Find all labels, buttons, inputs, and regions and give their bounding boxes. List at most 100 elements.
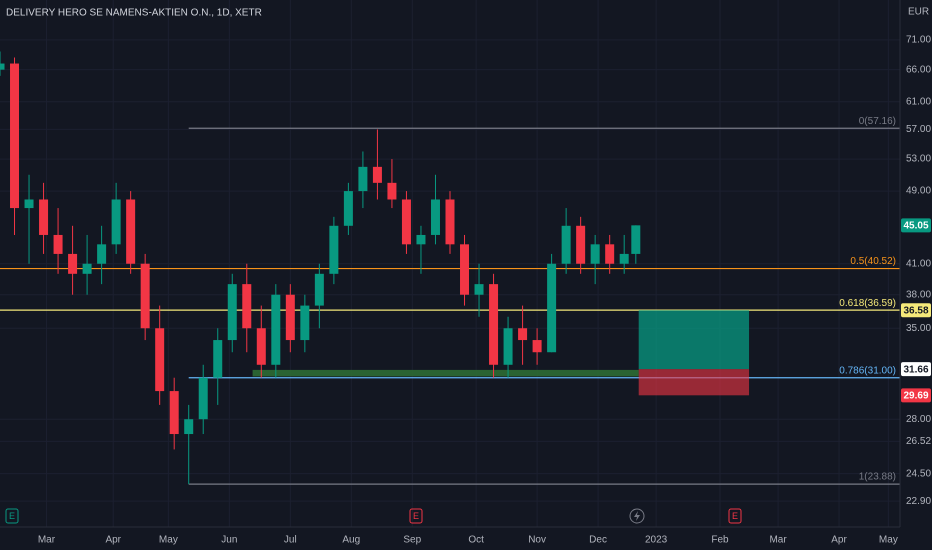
price-badge-label: 45.05 — [903, 220, 928, 231]
x-tick-label: Sep — [403, 535, 421, 546]
event-label: E — [732, 511, 738, 521]
candle-body — [285, 294, 295, 341]
fib-label: 0.786(31.00) — [839, 365, 896, 376]
stop-area — [638, 369, 750, 396]
x-tick-label: Feb — [711, 535, 729, 546]
candle-body — [184, 419, 194, 435]
candle-body — [140, 263, 150, 329]
candle-body — [547, 263, 557, 353]
fib-label: 1(23.88) — [859, 472, 896, 483]
candle-body — [489, 284, 499, 365]
candle-body — [111, 199, 121, 245]
candle-body — [387, 182, 397, 200]
candle-body — [631, 225, 641, 254]
target-area — [638, 310, 750, 370]
candle-body — [474, 284, 484, 295]
candle-body — [460, 244, 470, 295]
candle-body — [518, 328, 528, 341]
candle-body — [0, 63, 5, 70]
y-tick-label: 53.00 — [906, 154, 931, 165]
candle-body — [576, 225, 586, 264]
candle-body — [213, 340, 223, 378]
y-tick-label: 24.50 — [906, 468, 931, 479]
price-badge — [901, 303, 931, 318]
candle-body — [53, 234, 63, 254]
y-tick-label: 22.90 — [906, 496, 931, 507]
y-tick-label: 61.00 — [906, 96, 931, 107]
y-tick-label: 41.00 — [906, 258, 931, 269]
y-tick-label: 57.00 — [906, 124, 931, 135]
x-tick-label: Jul — [284, 535, 297, 546]
candle-body — [401, 199, 411, 245]
y-tick-label: 49.00 — [906, 186, 931, 197]
candle-body — [343, 191, 353, 226]
candle-body — [300, 305, 310, 341]
marks — [0, 51, 900, 485]
candle-body — [155, 328, 165, 392]
x-tick-label: Nov — [528, 535, 546, 546]
candle-body — [605, 244, 615, 264]
event-icon[interactable]: E — [409, 508, 423, 524]
candle-body — [329, 225, 339, 274]
candle-body — [358, 166, 368, 192]
candle-body — [503, 328, 513, 365]
y-tick-label: 38.00 — [906, 289, 931, 300]
price-badge — [901, 362, 931, 377]
y-tick-label: 66.00 — [906, 64, 931, 75]
event-icon[interactable]: E — [728, 508, 742, 524]
candle-body — [416, 234, 426, 245]
candle-body — [372, 166, 382, 183]
x-tick-label: Apr — [831, 535, 847, 546]
candle-body — [126, 199, 136, 264]
candle-body — [590, 244, 600, 264]
event-label: E — [413, 511, 419, 521]
candle-body — [561, 225, 571, 264]
fib-label: 0(57.16) — [859, 116, 896, 127]
fib-label: 0.618(36.59) — [839, 298, 896, 309]
y-tick-label: 71.00 — [906, 35, 931, 46]
y-tick-label: 35.00 — [906, 323, 931, 334]
candle-body — [10, 63, 20, 209]
dividend-icon[interactable] — [629, 508, 645, 524]
candle-body — [532, 340, 542, 353]
candle-body — [24, 199, 34, 209]
x-tick-label: Mar — [769, 535, 787, 546]
candle-body — [97, 244, 107, 264]
x-tick-label: 2023 — [645, 535, 668, 546]
price-badge — [901, 388, 931, 403]
x-tick-label: May — [879, 535, 898, 546]
x-tick-label: Dec — [589, 535, 607, 546]
price-badge-label: 31.66 — [903, 364, 928, 375]
event-icon[interactable]: E — [5, 508, 19, 524]
candle-body — [271, 294, 281, 365]
grid — [0, 0, 900, 527]
candle-body — [619, 253, 629, 264]
x-tick-label: Jun — [221, 535, 237, 546]
candle-body — [314, 273, 324, 306]
zone — [252, 369, 639, 377]
price-badge — [901, 218, 931, 233]
y-tick-label: 28.00 — [906, 414, 931, 425]
candle-body — [242, 284, 252, 329]
price-badge-label: 29.69 — [903, 390, 928, 401]
event-label: E — [9, 511, 15, 521]
x-tick-label: Apr — [105, 535, 121, 546]
candle-body — [445, 199, 455, 245]
candle-body — [227, 284, 237, 341]
candle-body — [169, 391, 179, 435]
currency-label: EUR — [908, 7, 929, 18]
candle-body — [82, 263, 92, 274]
chart-title: DELIVERY HERO SE NAMENS-AKTIEN O.N., 1D,… — [6, 8, 262, 19]
candle-body — [430, 199, 440, 235]
fib-label: 0.5(40.52) — [850, 256, 896, 267]
price-badge-label: 36.58 — [903, 305, 928, 316]
candle-body — [198, 377, 208, 420]
candle-body — [39, 199, 49, 235]
x-tick-label: Oct — [468, 535, 484, 546]
x-tick-label: May — [159, 535, 178, 546]
x-tick-label: Aug — [342, 535, 360, 546]
y-tick-label: 26.52 — [906, 436, 931, 447]
x-tick-label: Mar — [38, 535, 56, 546]
candle-body — [68, 253, 78, 274]
